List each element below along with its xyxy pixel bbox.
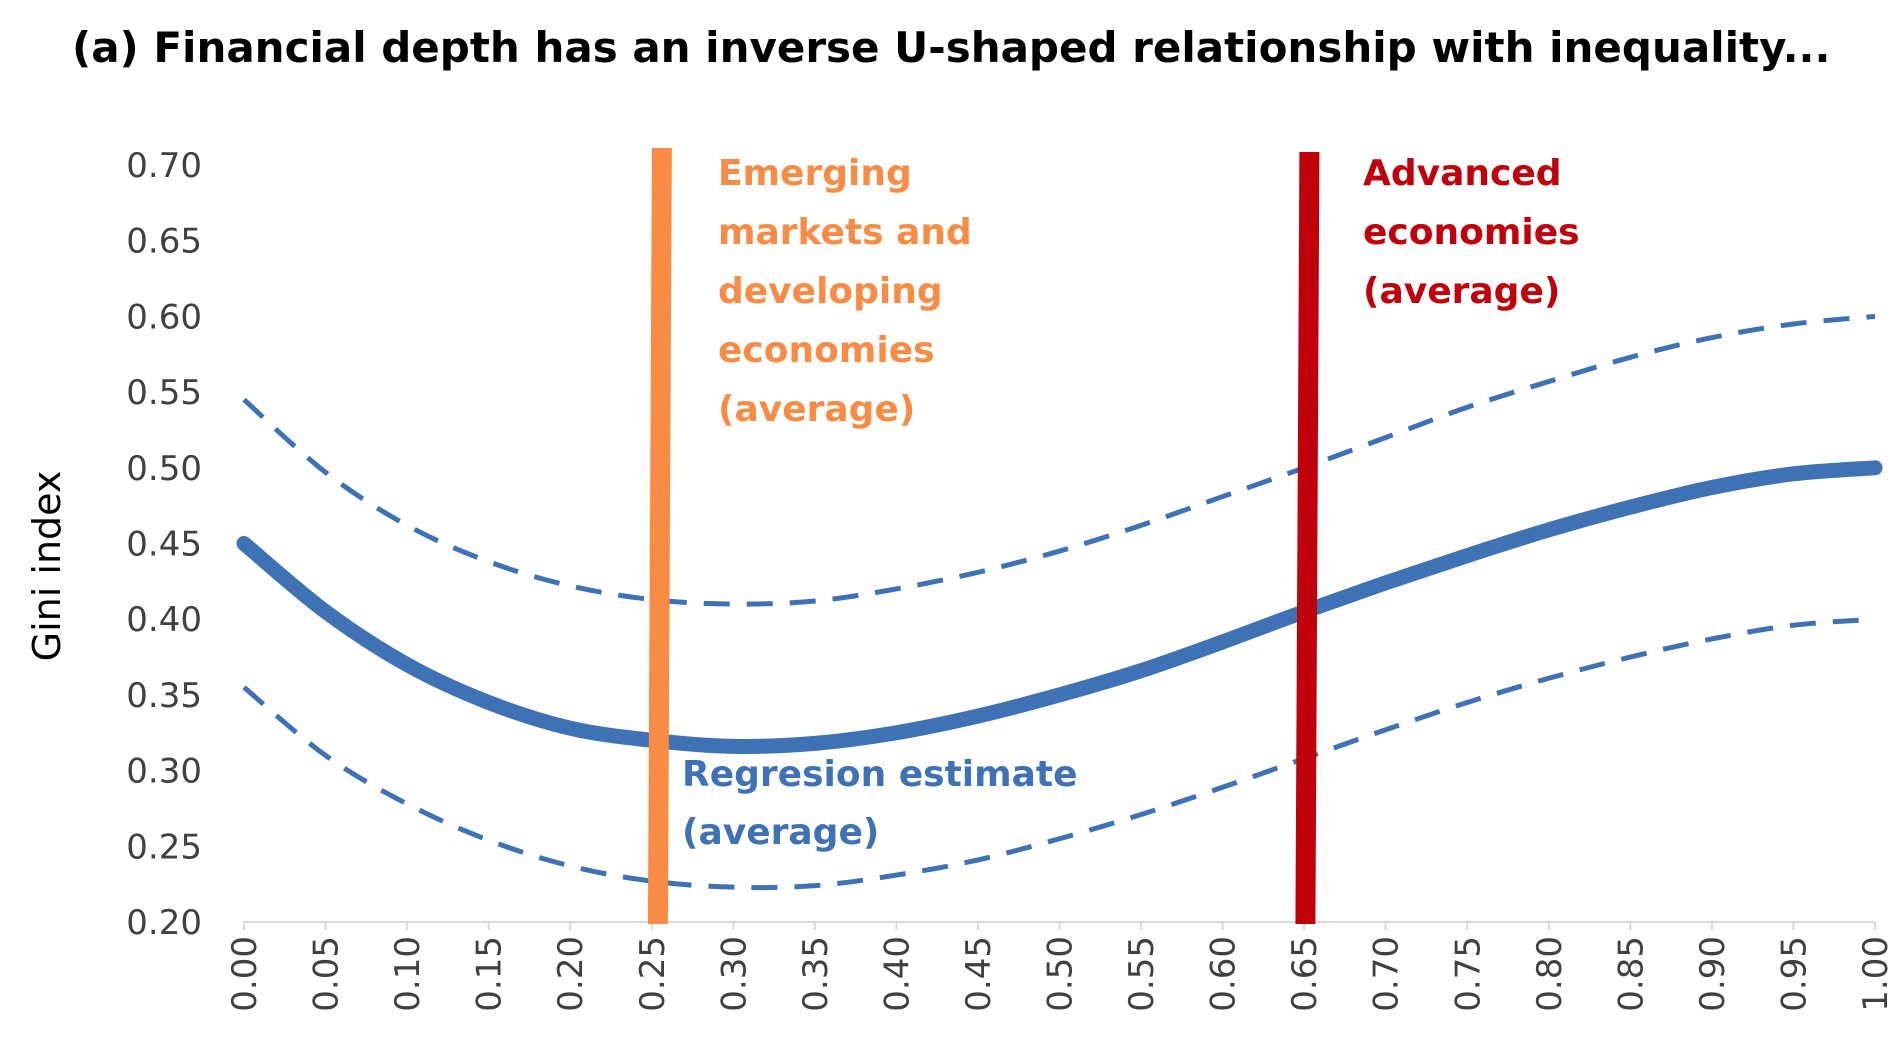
x-tick-label: 0.55 bbox=[1122, 936, 1162, 1012]
x-tick-label: 0.40 bbox=[877, 936, 917, 1012]
emerging-label-line-1: Emerging bbox=[718, 153, 912, 194]
x-tick-label: 0.05 bbox=[307, 936, 347, 1012]
x-tick-label: 0.35 bbox=[796, 936, 836, 1012]
y-tick-label: 0.35 bbox=[126, 676, 202, 716]
chart-title: (a) Financial depth has an inverse U-sha… bbox=[72, 23, 1830, 72]
x-axis-ticks: 0.00 0.05 0.10 0.15 0.20 0.25 0.30 0.35 0.40 0.45… bbox=[225, 922, 1896, 1012]
emerging-label-line-5: (average) bbox=[718, 389, 915, 430]
x-tick-label: 0.30 bbox=[714, 936, 754, 1012]
y-axis-label: Gini index bbox=[25, 471, 69, 662]
lower-confidence-band-line bbox=[242, 616, 1876, 891]
x-tick-label: 0.95 bbox=[1774, 936, 1814, 1012]
upper-confidence-band-line bbox=[242, 313, 1876, 607]
x-tick-label: 0.25 bbox=[633, 936, 673, 1012]
x-tick-label: 0.70 bbox=[1367, 936, 1407, 1012]
x-tick-label: 1.00 bbox=[1856, 936, 1896, 1012]
emerging-label-line-3: developing bbox=[718, 271, 943, 312]
x-tick-label: 0.80 bbox=[1530, 936, 1570, 1012]
y-tick-label: 0.45 bbox=[126, 525, 202, 565]
x-tick-label: 0.90 bbox=[1693, 936, 1733, 1012]
x-tick-label: 0.45 bbox=[959, 936, 999, 1012]
x-tick-label: 0.85 bbox=[1611, 936, 1651, 1012]
y-tick-label: 0.25 bbox=[126, 827, 202, 867]
x-tick-label: 0.75 bbox=[1448, 936, 1488, 1012]
x-tick-label: 0.15 bbox=[470, 936, 510, 1012]
x-tick-label: 0.60 bbox=[1204, 936, 1244, 1012]
y-tick-label: 0.50 bbox=[126, 449, 202, 489]
y-tick-label: 0.55 bbox=[126, 373, 202, 413]
advanced-economies-label: Advanced economies (average) bbox=[1363, 153, 1592, 312]
x-tick-label: 0.50 bbox=[1041, 936, 1081, 1012]
emerging-label-line-4: economies bbox=[718, 330, 935, 371]
y-tick-label: 0.20 bbox=[126, 903, 202, 943]
advanced-label-line-2: economies bbox=[1363, 212, 1580, 253]
regression-label-line-1: Regresion estimate bbox=[682, 754, 1078, 795]
x-tick-label: 0.20 bbox=[551, 936, 591, 1012]
y-axis-ticks: 0.20 0.25 0.30 0.35 0.40 0.45 0.50 0.55 0.60 0.65… bbox=[126, 146, 202, 943]
vline-layer bbox=[647, 147, 1320, 925]
advanced-label-line-3: (average) bbox=[1363, 271, 1560, 312]
y-tick-label: 0.30 bbox=[126, 752, 202, 792]
y-tick-label: 0.70 bbox=[126, 146, 202, 186]
advanced-economies-average-line bbox=[1295, 151, 1320, 925]
x-tick-label: 0.00 bbox=[225, 936, 265, 1012]
series-layer bbox=[236, 313, 1883, 891]
emerging-label-line-2: markets and bbox=[718, 212, 972, 253]
y-tick-label: 0.65 bbox=[126, 222, 202, 262]
emerging-markets-label: Emerging markets and developing economie… bbox=[718, 153, 984, 430]
emerging-markets-average-line bbox=[647, 147, 672, 925]
regression-estimate-line bbox=[236, 460, 1883, 754]
advanced-label-line-1: Advanced bbox=[1363, 153, 1562, 194]
regression-label-line-2: (average) bbox=[682, 812, 879, 853]
regression-estimate-label: Regresion estimate (average) bbox=[682, 754, 1090, 853]
x-tick-label: 0.10 bbox=[388, 936, 428, 1012]
y-tick-label: 0.60 bbox=[126, 297, 202, 337]
x-tick-label: 0.65 bbox=[1285, 936, 1325, 1012]
y-tick-label: 0.40 bbox=[126, 600, 202, 640]
